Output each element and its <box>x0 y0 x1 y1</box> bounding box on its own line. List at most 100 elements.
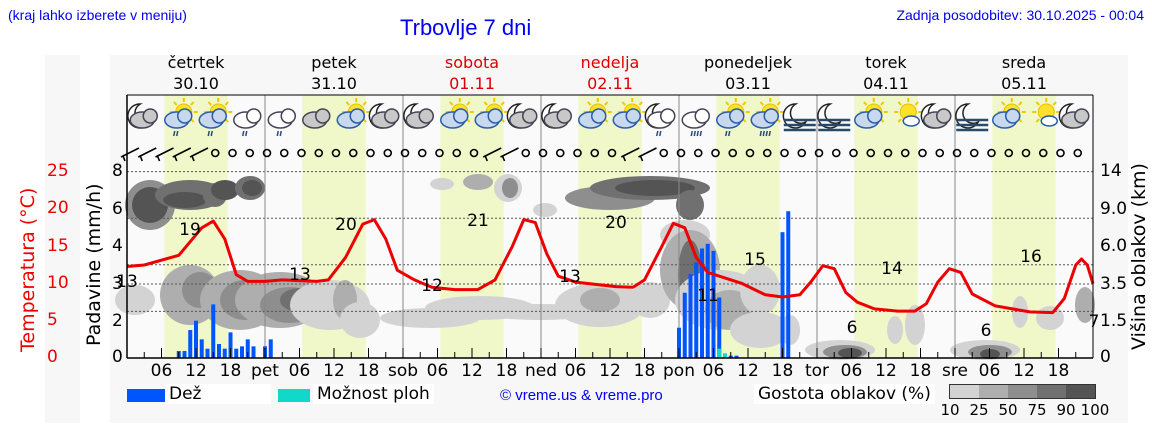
x-tick: 06 <box>840 361 863 381</box>
sun-cloud-icon <box>578 98 612 129</box>
x-tick: pon <box>663 361 695 381</box>
svg-text:6: 6 <box>847 318 858 338</box>
day-header: sreda 05.11 <box>955 52 1093 94</box>
sun-small-cloud-icon <box>1032 98 1061 127</box>
x-tick: 06 <box>702 361 725 381</box>
sun-cloud-icon <box>336 98 371 129</box>
x-tick: pet <box>251 361 279 381</box>
page-title: Trbovlje 7 dni <box>400 15 532 40</box>
day-header: nedelja 02.11 <box>541 52 679 94</box>
density-tick: 50 <box>998 401 1018 419</box>
moon-cloud-icon <box>506 103 538 129</box>
x-tick: 12 <box>875 361 897 381</box>
sun-cloud-heavy-rain-icon <box>750 98 785 137</box>
x-tick: ned <box>524 361 558 381</box>
cloud-icon <box>302 108 331 129</box>
rain-legend-swatch <box>127 389 173 402</box>
cloud-density-label: Gostota oblakov (%) <box>754 384 935 404</box>
sun-cloud-rain-icon <box>198 98 233 137</box>
precip-tick: 4 <box>112 236 123 256</box>
cloud-rain-icon <box>233 108 262 137</box>
svg-text:13: 13 <box>289 265 311 285</box>
precip-tick: 0 <box>112 347 123 367</box>
precip-tick: 8 <box>112 161 123 181</box>
day-name: sreda <box>1001 53 1047 72</box>
x-tick: 18 <box>771 361 794 381</box>
density-scale-frame <box>949 384 1096 399</box>
day-header: torek 04.11 <box>817 52 955 94</box>
x-tick: sob <box>387 361 419 381</box>
density-swatch <box>1037 385 1066 398</box>
precip-tick: 6 <box>112 199 123 219</box>
moon-cloud-icon <box>127 103 158 129</box>
cloud-height-axis-label: Višina oblakov (km) <box>1128 163 1150 350</box>
day-name: ponedeljek <box>704 53 792 72</box>
svg-text:6: 6 <box>981 321 992 341</box>
moon-fog-icon <box>782 103 816 132</box>
cloud-rain-icon <box>267 108 296 137</box>
cloud-height-tick: 1.5 <box>1100 311 1128 331</box>
day-name: nedelja <box>580 53 640 72</box>
x-tick: 12 <box>599 361 621 381</box>
x-tick: 06 <box>150 361 173 381</box>
day-header: ponedeljek 03.11 <box>679 52 817 94</box>
sun-cloud-icon <box>992 98 1026 129</box>
moon-cloud-icon <box>1058 103 1090 129</box>
x-tick: 18 <box>357 361 380 381</box>
x-tick: tor <box>804 361 830 381</box>
credit-link[interactable]: © vreme.us & vreme.pro <box>500 387 663 404</box>
density-swatch <box>1008 385 1037 398</box>
density-swatch <box>950 385 979 398</box>
moon-cloud-icon <box>541 103 572 129</box>
x-tick: 06 <box>978 361 1001 381</box>
day-header: petek 31.10 <box>265 52 403 94</box>
day-date: 01.11 <box>449 74 495 93</box>
x-tick: 18 <box>1047 361 1070 381</box>
day-name: torek <box>865 53 907 72</box>
day-date: 31.10 <box>311 74 357 93</box>
density-tick: 100 <box>1080 401 1110 419</box>
day-date: 30.10 <box>173 74 219 93</box>
temperature-tick: 0 <box>47 347 58 367</box>
cloud-heavy-rain-icon <box>681 108 710 137</box>
moon-fog-icon <box>817 103 851 132</box>
cloud-height-tick: 6.0 <box>1100 236 1128 256</box>
x-tick: 12 <box>323 361 345 381</box>
day-name: petek <box>311 53 357 72</box>
sun-cloud-rain-icon <box>164 98 198 137</box>
day-date: 03.11 <box>725 74 771 93</box>
svg-text:21: 21 <box>467 211 489 231</box>
sun-cloud-rain-icon <box>716 98 750 137</box>
density-tick: 75 <box>1027 401 1047 419</box>
density-tick: 90 <box>1056 401 1076 419</box>
rain-legend-label: Dež <box>165 384 271 404</box>
sun-cloud-icon <box>854 98 888 129</box>
svg-text:20: 20 <box>335 215 357 235</box>
svg-text:11: 11 <box>697 286 719 306</box>
last-update: Zadnja posodobitev: 30.10.2025 - 00:04 <box>896 7 1144 23</box>
temperature-axis-label: Temperatura (°C) <box>17 187 39 352</box>
cloud-height-tick: 3.5 <box>1100 274 1128 294</box>
sun-cloud-icon <box>440 98 474 129</box>
precip-tick: 2 <box>112 311 123 331</box>
moon-cloud-icon <box>920 103 952 129</box>
temperature-tick: 5 <box>47 310 58 330</box>
x-tick: 12 <box>461 361 483 381</box>
region-hint[interactable]: (kraj lahko izberete v meniju) <box>8 7 187 23</box>
cloud-height-tick: 14 <box>1100 161 1122 181</box>
day-date: 05.11 <box>1001 74 1047 93</box>
temperature-tick: 20 <box>47 198 69 218</box>
x-tick: 06 <box>426 361 449 381</box>
day-date: 02.11 <box>587 74 633 93</box>
x-tick: 06 <box>288 361 311 381</box>
x-tick: 18 <box>633 361 656 381</box>
shower-legend-label: Možnost ploh <box>313 384 434 404</box>
sun-cloud-icon <box>612 98 647 129</box>
svg-text:14: 14 <box>881 259 903 279</box>
cloud-height-tick: 9.0 <box>1100 199 1128 219</box>
day-date: 04.11 <box>863 74 909 93</box>
moon-cloud-icon <box>368 103 400 129</box>
moon-cloud-rain-icon <box>644 103 676 137</box>
svg-text:19: 19 <box>179 220 201 240</box>
density-swatch <box>979 385 1008 398</box>
